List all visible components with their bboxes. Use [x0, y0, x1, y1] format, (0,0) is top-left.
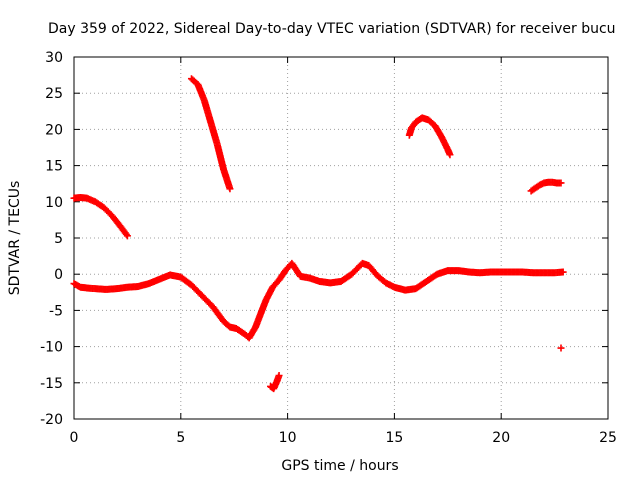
arc-A-point: [123, 232, 131, 240]
x-tick-label: 25: [599, 430, 617, 446]
y-tick-label: 25: [45, 86, 63, 102]
y-tick-label: 30: [45, 50, 63, 66]
arc-D-point: [446, 151, 454, 159]
x-tick-label: 15: [385, 430, 403, 446]
y-tick-label: 20: [45, 122, 63, 138]
grid: [74, 57, 608, 419]
plot-frame: [73, 56, 609, 420]
arc-E-point: [557, 179, 565, 187]
arc-A-point: [122, 230, 130, 238]
y-tick-label: -15: [40, 376, 63, 392]
y-tick-label: 10: [45, 195, 63, 211]
axis-ticks: 0 5 10 15 20 25 -20 -15 -10 -5 0 5 10 15 20 25 30: [40, 50, 617, 446]
x-tick-label: 0: [70, 430, 79, 446]
x-axis-label: GPS time / hours: [281, 458, 398, 474]
y-tick-label: -10: [40, 340, 63, 356]
chart-title: Day 359 of 2022, Sidereal Day-to-day VTE…: [48, 21, 616, 37]
x-tick-label: 10: [279, 430, 297, 446]
y-tick-label: -5: [49, 303, 63, 319]
isolated-point-point: [557, 344, 565, 352]
y-tick-label: -20: [40, 412, 63, 428]
y-axis-label: SDTVAR / TECUs: [7, 181, 23, 296]
x-tick-label: 20: [492, 430, 510, 446]
y-tick-label: 15: [45, 159, 63, 175]
main-trace-point: [559, 268, 567, 276]
y-tick-label: 0: [54, 267, 63, 283]
arc-B-point: [226, 185, 234, 193]
y-tick-label: 5: [54, 231, 63, 247]
arc-C-point: [275, 372, 283, 380]
data-points: [70, 75, 567, 393]
x-tick-label: 5: [176, 430, 185, 446]
